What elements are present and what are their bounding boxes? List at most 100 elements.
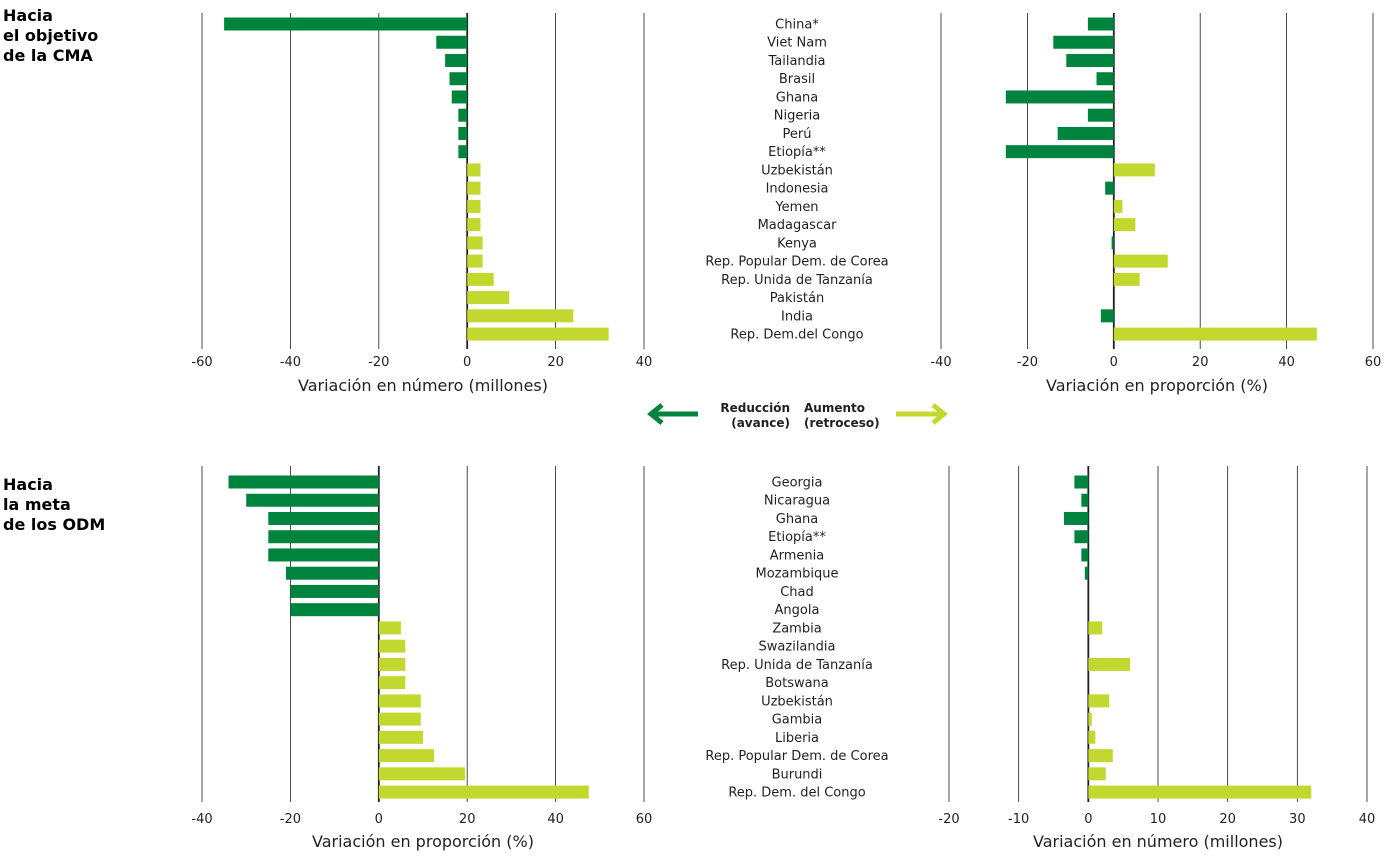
bar [246,493,379,507]
bar [1113,327,1317,341]
bar [1111,236,1114,250]
category-label: India [781,309,813,324]
bar [458,126,468,140]
bar [458,108,468,122]
bar [290,584,379,598]
x-tick-label: 40 [636,355,653,370]
bar [1088,749,1113,763]
category-label: Mozambique [756,567,839,582]
category-label: Nigeria [774,109,821,124]
category-label: Angola [775,603,820,618]
bar [449,72,468,86]
x-tick-label: 20 [547,355,564,370]
bar [378,749,435,763]
section-title-cma-line3: de la CMA [3,46,93,65]
bar [1088,621,1103,635]
bar [378,730,423,744]
x-tick-label: 40 [1278,355,1295,370]
category-label: Nicaragua [764,494,830,509]
category-label: Uzbekistán [761,694,833,709]
bar [268,548,379,562]
chart-odm-proportion: -40 -20 0 20 40 60 Variación en proporción (%) [191,466,652,851]
bar [1113,272,1140,286]
bar [467,199,481,213]
bar [436,35,468,49]
bar [1105,181,1114,195]
category-label: Ghana [776,90,819,105]
bar [1074,530,1089,544]
section-title-odm: Hacia la meta de los ODM [3,475,105,534]
x-tick-label: -20 [368,355,389,370]
bar [1057,126,1114,140]
category-label: Etiopía** [768,530,826,545]
bar [228,475,379,489]
legend: Reducción (avance) Aumento (retroceso) [647,401,948,430]
bar [378,694,421,708]
category-label: Liberia [775,731,819,746]
category-label: Swazilandia [759,640,836,655]
bar [1088,694,1110,708]
x-tick-label: -40 [280,355,301,370]
x-tick-label: 0 [463,355,471,370]
bar [1081,548,1089,562]
category-label: Rep. Dem. del Congo [728,786,865,801]
bar [224,17,468,31]
bar [1088,712,1092,726]
x-tick-label: 60 [1365,355,1382,370]
x-tick-label: -60 [191,355,212,370]
category-label: Rep. Popular Dem. de Corea [705,749,888,764]
legend-decrease-line2: (avance) [731,416,790,430]
section-title-odm-line1: Hacia [3,475,53,494]
category-label: Tailandia [767,54,825,69]
bar [1074,475,1089,489]
category-label: Pakistán [770,291,824,306]
bar [378,785,589,799]
x-tick-label: 0 [1084,812,1092,827]
bar [378,767,465,781]
x-tick-label: -20 [1017,355,1038,370]
category-label: Indonesia [766,182,829,197]
x-tick-label: 20 [459,812,476,827]
bar [1087,17,1114,31]
x-tick-label: 20 [1192,355,1209,370]
x-tick-label: 30 [1289,812,1306,827]
bar [1088,767,1106,781]
bar [451,90,468,104]
bar [467,218,481,232]
bar [1113,254,1168,268]
bar [285,566,379,580]
bar [1005,145,1114,159]
bar [1096,72,1114,86]
increase-arrow-icon [896,403,948,425]
category-label: Botswana [765,676,829,691]
chart-cma-number: -60 -40 -20 0 20 40 Variación en número (millo… [191,13,652,395]
x-tick-label: 10 [1150,812,1167,827]
x-tick-label: -20 [938,812,959,827]
category-label: Kenya [777,236,817,251]
category-label: Rep. Popular Dem. de Corea [705,255,888,270]
category-labels-odm: Georgia Nicaragua Ghana Etiopía** Armenia Moz… [705,476,888,801]
decrease-arrow-icon [647,403,698,425]
bar [467,181,481,195]
category-label: Ghana [776,512,819,527]
x-tick-label: 40 [1359,812,1376,827]
bar [467,327,609,341]
bar [467,272,494,286]
bar [378,621,401,635]
bar [467,291,510,305]
bar [467,236,483,250]
section-title-cma-line2: el objetivo [3,26,98,45]
category-label: Rep. Unida de Tanzanía [721,658,873,673]
x-tick-label: 20 [1219,812,1236,827]
bar [1053,35,1114,49]
category-label: China* [775,18,819,33]
x-tick-label: 0 [1110,355,1118,370]
section-title-odm-line3: de los ODM [3,515,105,534]
bar [467,309,574,323]
category-label: Yemen [774,200,818,215]
category-label: Etiopía** [768,145,826,160]
bar [268,530,379,544]
bar [467,163,481,177]
legend-increase-line1: Aumento [804,401,865,415]
